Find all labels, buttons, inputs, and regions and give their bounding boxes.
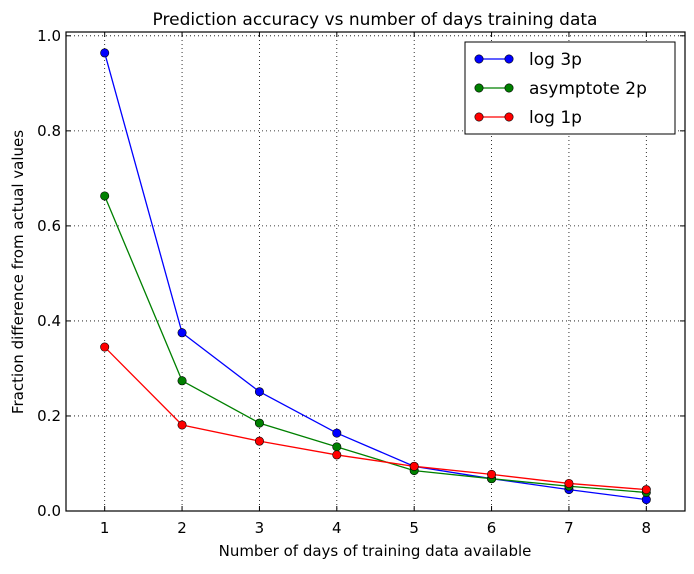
x-tick-label: 6 <box>487 519 497 537</box>
y-tick-label: 1.0 <box>37 27 61 45</box>
x-tick-label: 1 <box>100 519 110 537</box>
y-tick-label: 0.0 <box>37 502 61 520</box>
data-point <box>100 191 110 201</box>
data-point <box>332 450 342 460</box>
x-axis-label: Number of days of training data availabl… <box>219 542 532 560</box>
data-point <box>177 376 187 386</box>
series-line <box>104 346 647 491</box>
data-point <box>332 442 342 452</box>
data-point <box>254 418 264 428</box>
legend-marker <box>474 54 484 64</box>
series-asymptote-2p <box>100 191 651 497</box>
legend-marker <box>504 112 514 122</box>
data-point <box>564 478 574 488</box>
data-point <box>177 328 187 338</box>
x-tick-label: 5 <box>409 519 419 537</box>
legend-label: asymptote 2p <box>529 79 647 99</box>
series-line <box>104 195 647 494</box>
data-point <box>641 485 651 495</box>
data-point <box>254 387 264 397</box>
data-point <box>254 436 264 446</box>
y-tick-label: 0.2 <box>37 407 61 425</box>
legend-label: log 1p <box>529 108 582 128</box>
y-tick-label: 0.8 <box>37 122 61 140</box>
x-tick-label: 8 <box>642 519 652 537</box>
legend-marker <box>504 54 514 64</box>
data-point <box>177 420 187 430</box>
x-tick-label: 2 <box>177 519 187 537</box>
series-line <box>104 52 647 501</box>
x-tick-label: 3 <box>255 519 265 537</box>
series-group <box>100 48 651 505</box>
data-point <box>487 469 497 479</box>
series-log-1p <box>100 342 651 495</box>
y-tick-label: 0.6 <box>37 217 61 235</box>
plot-frame <box>65 31 686 512</box>
ticks: 1 2 3 4 5 6 7 8 0.0 0.2 0.4 0.6 0.8 1.0 <box>37 27 685 537</box>
data-point <box>409 461 419 471</box>
legend: log 3p asymptote 2p log 1p <box>464 41 676 135</box>
legend-marker <box>474 112 484 122</box>
data-point <box>100 342 110 352</box>
y-axis-label: Fraction difference from actual values <box>9 130 27 414</box>
legend-marker <box>504 83 514 93</box>
data-point <box>100 48 110 58</box>
y-tick-label: 0.4 <box>37 312 61 330</box>
x-tick-label: 4 <box>332 519 342 537</box>
legend-label: log 3p <box>529 50 582 70</box>
x-tick-label: 7 <box>564 519 574 537</box>
data-point <box>332 428 342 438</box>
chart-title: Prediction accuracy vs number of days tr… <box>153 10 598 30</box>
legend-marker <box>474 83 484 93</box>
